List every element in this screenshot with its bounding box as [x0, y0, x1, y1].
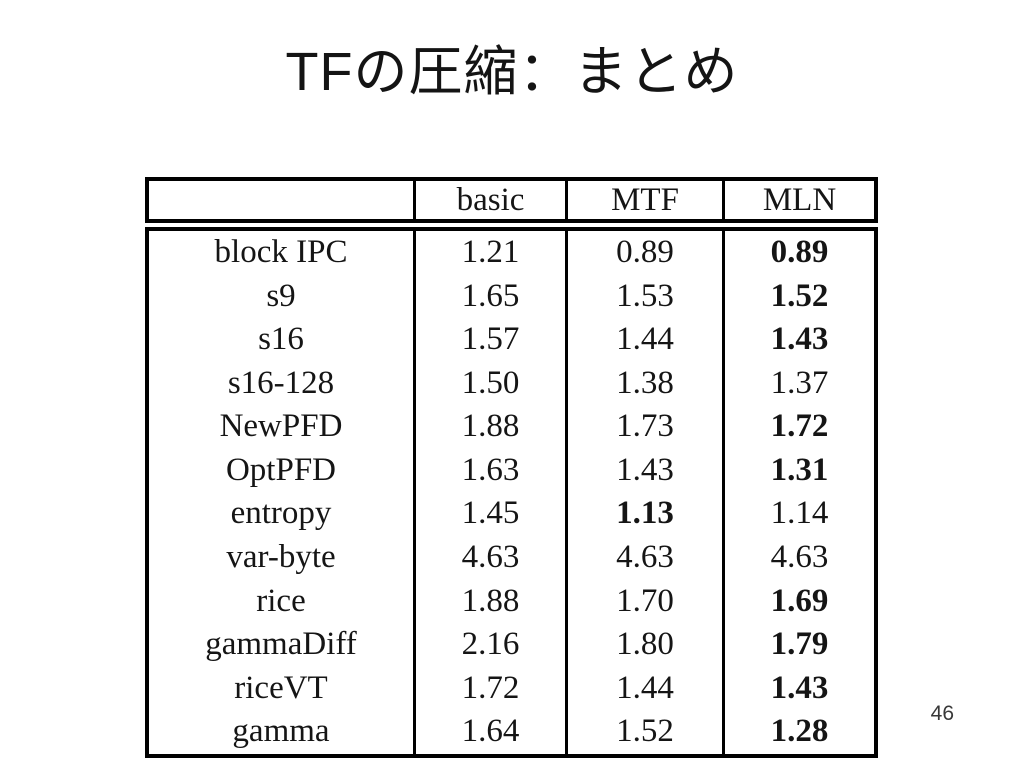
row-label: gamma [232, 713, 330, 750]
table-row: rice 1.88 1.70 1.69 [149, 579, 874, 624]
table-row: s16 1.57 1.44 1.43 [149, 318, 874, 362]
value-cell: 1.57 [413, 318, 565, 362]
value-cell: 1.13 [565, 492, 722, 537]
table-row: riceVT 1.72 1.44 1.43 [149, 666, 874, 711]
table-row: entropy 1.45 1.13 1.14 [149, 492, 874, 537]
value-cell: 1.70 [565, 579, 722, 624]
value-cell: 1.63 [413, 448, 565, 493]
value-cell: 1.53 [565, 274, 722, 319]
value-cell: 1.52 [565, 710, 722, 754]
table-row: OptPFD 1.63 1.43 1.31 [149, 448, 874, 493]
value-cell: 1.44 [565, 666, 722, 711]
header-cell-empty [149, 181, 413, 219]
value-cell: 1.88 [413, 579, 565, 624]
table-row: var-byte 4.63 4.63 4.63 [149, 536, 874, 580]
row-label: riceVT [234, 669, 328, 706]
row-label: block IPC [214, 234, 348, 270]
row-label: NewPFD [219, 408, 343, 445]
table-row: gamma 1.64 1.52 1.28 [149, 710, 874, 754]
value-cell: 4.63 [413, 536, 565, 580]
value-cell: 1.72 [722, 405, 874, 449]
table-body: block IPC 1.21 0.89 0.89 s9 1.65 1.53 1.52 s16 1.… [145, 227, 878, 758]
slide-title: TFの圧縮：まとめ [285, 42, 739, 102]
results-table: basic MTF MLN block IPC 1.21 0.89 0.89 s9 1.6… [145, 177, 878, 758]
value-cell: 1.31 [722, 448, 874, 493]
value-cell: 1.52 [722, 274, 874, 319]
value-cell: 4.63 [722, 536, 874, 580]
row-label: s16-128 [227, 364, 335, 401]
value-cell: 1.37 [722, 361, 874, 406]
table-row: block IPC 1.21 0.89 0.89 [149, 231, 874, 275]
value-cell: 1.88 [413, 405, 565, 449]
value-cell: 1.43 [722, 666, 874, 711]
value-cell: 4.63 [565, 536, 722, 580]
value-cell: 1.80 [565, 623, 722, 667]
table-row: gammaDiff 2.16 1.80 1.79 [149, 623, 874, 667]
value-cell: 1.79 [722, 623, 874, 667]
value-cell: 1.73 [565, 405, 722, 449]
value-cell: 0.89 [565, 231, 722, 275]
table-row: NewPFD 1.88 1.73 1.72 [149, 405, 874, 449]
value-cell: 1.43 [565, 448, 722, 493]
header-cell-basic: basic [413, 181, 565, 219]
value-cell: 1.72 [413, 666, 565, 711]
row-label: OptPFD [225, 451, 337, 488]
value-cell: 1.45 [413, 492, 565, 537]
row-label: entropy [230, 495, 332, 532]
value-cell: 1.21 [413, 231, 565, 275]
header-cell-mln: MLN [722, 181, 874, 219]
value-cell: 1.64 [413, 710, 565, 754]
value-cell: 1.14 [722, 492, 874, 537]
value-cell: 2.16 [413, 623, 565, 667]
value-cell: 1.65 [413, 274, 565, 319]
row-label: s9 [266, 277, 296, 314]
value-cell: 1.69 [722, 579, 874, 624]
table-row: s16-128 1.50 1.38 1.37 [149, 361, 874, 406]
value-cell: 1.50 [413, 361, 565, 406]
row-label: var-byte [226, 539, 336, 576]
value-cell: 0.89 [722, 231, 874, 275]
value-cell: 1.28 [722, 710, 874, 754]
header-cell-mtf: MTF [565, 181, 722, 219]
table-header-row: basic MTF MLN [145, 177, 878, 223]
row-label: gammaDiff [205, 626, 357, 663]
page-number: 46 [930, 702, 954, 725]
table-row: s9 1.65 1.53 1.52 [149, 274, 874, 319]
value-cell: 1.44 [565, 318, 722, 362]
value-cell: 1.43 [722, 318, 874, 362]
value-cell: 1.38 [565, 361, 722, 406]
row-label: rice [256, 582, 306, 619]
row-label: s16 [258, 321, 304, 358]
